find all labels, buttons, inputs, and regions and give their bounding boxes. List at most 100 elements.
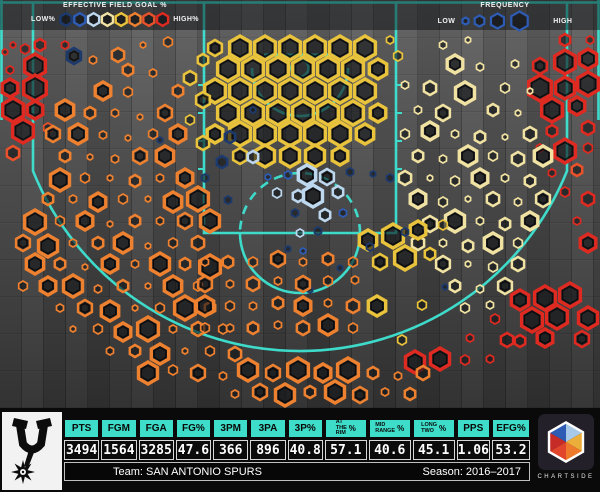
shot-hex-inner [166, 194, 180, 210]
shot-hex [189, 363, 207, 383]
shot-hex [385, 35, 395, 45]
shot-hex [53, 256, 67, 272]
shot-hex-inner [582, 236, 594, 250]
shot-hex [487, 261, 499, 273]
shot-hex [271, 187, 283, 199]
efg-scale-hex [142, 11, 156, 28]
shot-hex [567, 95, 587, 117]
shot-hex [496, 276, 514, 296]
shot-hex [510, 255, 526, 273]
shot-hex [245, 275, 261, 293]
shot-hex-inner [80, 302, 90, 314]
shot-hex [473, 129, 487, 145]
stats-header-cell: PPS [456, 419, 490, 438]
shot-hex [570, 162, 584, 178]
shot-hex-inner [244, 103, 262, 123]
shot-hex-inner [536, 288, 554, 308]
shot-hex [354, 122, 376, 146]
shot-hex-inner [432, 350, 448, 368]
season-label: Season: 2016–2017 [422, 465, 521, 478]
shot-hex-inner [256, 81, 274, 101]
shot-hex-inner [269, 59, 287, 79]
chartside-hex-icon [547, 420, 585, 464]
shot-hex-inner [449, 57, 461, 71]
shot-hex-inner [210, 42, 220, 54]
shot-hex-inner [438, 107, 448, 119]
shot-hex-inner [307, 147, 323, 165]
shot-hex-inner [356, 81, 374, 101]
shot-hex-inner [539, 331, 551, 345]
shot-hex-inner [18, 237, 28, 249]
shot-hex-inner [370, 298, 384, 314]
shot-hex [128, 343, 142, 359]
shot-hex [400, 80, 410, 90]
shot-hex-inner [97, 84, 109, 98]
shot-hex [205, 123, 225, 145]
shot-hex [182, 69, 198, 87]
shot-hex-inner [202, 212, 218, 230]
shot-hex [293, 295, 313, 317]
shot-hex [154, 144, 176, 168]
shot-hex [246, 149, 260, 165]
shot-hex [438, 40, 448, 50]
shot-hex-inner [486, 235, 500, 251]
shot-hex-inner [294, 103, 312, 123]
shot-hex-inner [438, 258, 448, 270]
efg-scale-hex [59, 11, 73, 28]
shot-hex [168, 324, 178, 334]
shot-hex [246, 320, 260, 336]
shot-hex [547, 168, 557, 178]
shot-hex-inner [461, 148, 475, 164]
shot-hex [371, 252, 389, 272]
shot-hex-inner [180, 215, 190, 227]
shot-hex [162, 190, 184, 214]
shot-hex-inner [317, 366, 329, 380]
shot-hex-inner [231, 38, 249, 58]
shot-hex [434, 254, 452, 274]
shot-hex-inner [231, 81, 249, 101]
shot-hex [413, 105, 423, 115]
shot-hex [122, 86, 134, 98]
shot-hex [423, 246, 437, 262]
shot-hex-inner [425, 218, 435, 230]
shot-hex [510, 150, 526, 168]
shot-hex [106, 174, 114, 182]
shot-hex-inner [531, 77, 549, 99]
shot-hex-inner [305, 187, 321, 205]
shot-hex [512, 237, 524, 249]
shot-hex-inner [424, 124, 436, 138]
shot-hex [195, 134, 211, 152]
shot-hex-inner [281, 124, 299, 144]
shot-hex [322, 275, 334, 287]
shot-hex [54, 98, 76, 122]
stats-value-cell: 3285 [138, 440, 174, 460]
shot-hex [60, 40, 70, 50]
shot-hex [366, 294, 388, 318]
shot-hex [181, 347, 189, 355]
shot-hex [68, 238, 78, 248]
shot-hex [1, 48, 9, 56]
shot-hex [194, 90, 212, 110]
shot-hex [437, 196, 449, 208]
shot-hex [88, 191, 108, 213]
shot-hex [93, 284, 103, 294]
shot-hex [415, 364, 431, 382]
shot-hex [585, 35, 595, 45]
shot-hex [75, 210, 95, 232]
shot-hex-inner [412, 223, 424, 237]
chartside-wedge [549, 442, 566, 461]
shot-hex-inner [153, 346, 167, 362]
stats-value-cell: 45.1 [412, 440, 455, 460]
shot-hex [400, 227, 410, 237]
stats-value-cell: 57.1 [324, 440, 367, 460]
shot-hex [313, 226, 323, 236]
shot-hex [223, 129, 237, 145]
shot-hex-inner [334, 149, 346, 163]
shot-hex [76, 298, 94, 318]
shot-hex-inner [240, 361, 256, 379]
shot-hex [44, 124, 62, 144]
shot-hex-inner [116, 235, 130, 251]
shot-hex [9, 41, 17, 49]
shot-hex [105, 346, 115, 356]
shot-hex-inner [273, 253, 283, 265]
